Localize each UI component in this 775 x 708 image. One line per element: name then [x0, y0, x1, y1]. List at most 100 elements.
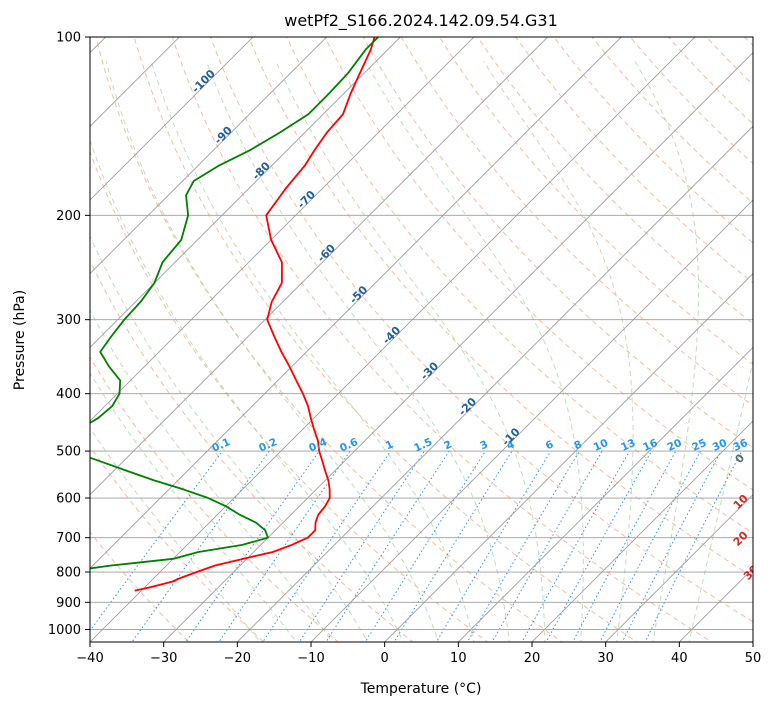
isotherm-line	[90, 37, 549, 496]
mixing-ratio-label: 25	[690, 437, 708, 454]
isotherm-label: -50	[347, 283, 370, 306]
mixing-ratio-line	[185, 450, 320, 642]
mixing-ratio-label: 0.4	[307, 436, 329, 455]
x-tick-label: 50	[745, 651, 762, 666]
dry-adiabat-line	[90, 531, 190, 642]
isotherm-line	[384, 273, 753, 642]
mixing-ratio-line	[491, 450, 603, 642]
moist-adiabat-line	[275, 61, 546, 642]
axis-ticks: −40 −30 −20 −10 0 10 20 30 40 5010020030040050060…	[48, 31, 761, 667]
y-tick-label: 100	[56, 31, 81, 46]
dry-adiabat-line	[90, 150, 489, 642]
isotherm-line	[90, 37, 180, 127]
moist-adiabat-line	[483, 61, 634, 642]
mixing-ratio-label: 8	[572, 438, 584, 452]
dry-adiabat-line	[133, 37, 638, 642]
mixing-ratio-line	[545, 450, 653, 642]
isotherm-line	[90, 37, 696, 642]
moist-adiabat-line	[90, 371, 297, 642]
isotherm-label: -40	[380, 324, 403, 347]
y-tick-label: 200	[56, 209, 81, 224]
mixing-ratio-label: 0.2	[257, 436, 279, 455]
dry-adiabat-line	[591, 37, 753, 204]
dry-adiabat-line	[515, 37, 753, 284]
mixing-ratio-label: 1.5	[412, 436, 434, 455]
moist-adiabat-label: 30	[741, 562, 761, 582]
isotherm-label: -90	[212, 124, 235, 147]
moist-adiabat-line	[206, 61, 510, 642]
x-tick-label: 20	[524, 651, 541, 666]
moist-adiabat-line	[90, 234, 369, 642]
mixing-ratio-line	[298, 450, 425, 642]
moist-adiabat-line	[634, 61, 700, 642]
isotherm-line	[0, 10, 59, 654]
isotherm-label: -70	[295, 188, 318, 211]
mixing-ratio-label: 16	[641, 437, 659, 454]
mixing-ratio-label: 30	[711, 437, 729, 454]
x-tick-label: −10	[297, 651, 324, 666]
mixing-ratio-label: 2	[442, 438, 454, 452]
dry-adiabat-line	[756, 10, 775, 654]
y-tick-label: 300	[56, 313, 81, 328]
moist-adiabat-line	[365, 61, 584, 642]
isotherm-line	[310, 199, 753, 642]
moist-adiabat-line	[105, 61, 440, 642]
reference-line-labels: 0.1 0.2 0.4 0.6 1 1.5 2 3 4 6 8 10 13 16 20 25 30 36-100-…	[189, 67, 775, 601]
mixing-ratio-line	[644, 450, 743, 642]
x-tick-label: 0	[381, 651, 389, 666]
x-tick-label: −20	[224, 651, 251, 666]
mixing-ratio-label: 0.1	[210, 436, 232, 455]
sounding-profiles	[90, 37, 379, 592]
mixing-ratio-line	[218, 450, 351, 642]
isotherm-label: -80	[250, 159, 273, 182]
dry-adiabat-line	[95, 37, 564, 642]
mixing-ratio-label: 36	[731, 437, 749, 454]
mixing-ratio-label: 6	[544, 438, 556, 452]
dry-adiabat-line	[744, 37, 753, 47]
moist-adiabat-label: 10	[731, 492, 751, 512]
x-axis-label: Temperature (°C)	[360, 681, 482, 697]
moist-adiabat-line	[90, 427, 261, 642]
temperature-line	[134, 37, 376, 592]
dry-adiabat-line	[362, 37, 753, 449]
mixing-ratio-line	[393, 450, 513, 642]
isotherm-line	[752, 641, 753, 642]
isotherm-label: -100	[189, 67, 218, 96]
y-tick-label: 600	[56, 492, 81, 507]
mixing-ratio-label: 1	[384, 438, 396, 452]
mixing-ratio-label: 3	[478, 438, 490, 452]
isotherm-line	[90, 37, 401, 348]
dry-adiabat-line	[286, 37, 753, 534]
x-tick-label: −30	[150, 651, 177, 666]
isotherm-line	[457, 346, 753, 642]
isotherm-line	[531, 420, 753, 642]
moist-adiabat-label: 20	[731, 529, 751, 549]
dry-adiabat-line	[438, 37, 753, 366]
isotherm-line	[678, 567, 753, 642]
isotherm-line	[90, 37, 328, 275]
moist-adiabat-line	[150, 61, 475, 642]
isotherm-line	[90, 37, 475, 422]
isotherm-line	[236, 125, 753, 642]
mixing-ratio-line	[466, 450, 580, 642]
plot-frame	[89, 36, 754, 643]
y-tick-label: 800	[56, 566, 81, 581]
isotherm-line	[605, 494, 753, 642]
moist-adiabat-line	[90, 138, 404, 642]
y-tick-label: 500	[56, 445, 81, 460]
dry-adiabat-line	[209, 37, 753, 623]
x-tick-label: 10	[450, 651, 467, 666]
moist-adiabat-label: 40	[767, 581, 775, 601]
dry-adiabat-line	[400, 37, 753, 407]
mixing-ratio-label: 4	[505, 438, 517, 452]
isotherm-line	[163, 52, 753, 642]
dewpoint-line	[90, 37, 379, 570]
y-axis-label: Pressure (hPa)	[12, 290, 28, 390]
y-tick-label: 1000	[48, 623, 81, 638]
x-tick-label: 30	[597, 651, 614, 666]
dry-adiabat-line	[90, 259, 414, 642]
dry-adiabat-line	[90, 445, 265, 642]
chart-title: wetPf2_S166.2024.142.09.54.G31	[284, 11, 558, 31]
y-tick-label: 400	[56, 387, 81, 402]
